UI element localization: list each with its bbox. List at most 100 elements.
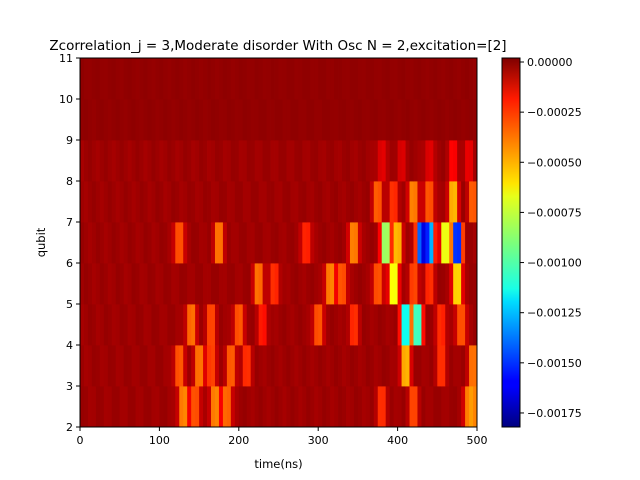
heatmap-cell	[135, 304, 140, 346]
heatmap-cell	[353, 181, 359, 223]
heatmap-cell	[119, 181, 125, 223]
heatmap-cell	[250, 345, 256, 387]
heatmap-cell	[218, 345, 224, 387]
heatmap-cell	[111, 222, 117, 264]
heatmap-cell	[119, 58, 125, 100]
heatmap-cell	[222, 58, 228, 100]
heatmap-cell	[131, 58, 136, 100]
heatmap-cell	[373, 99, 379, 141]
heatmap-cell	[318, 181, 323, 223]
heatmap-cell	[318, 222, 323, 264]
heatmap-cell	[159, 263, 164, 305]
heatmap-cell	[187, 58, 192, 100]
heatmap-cell	[163, 99, 168, 141]
heatmap-cell	[183, 58, 188, 100]
heatmap-cell	[381, 263, 387, 305]
heatmap-cell	[405, 304, 410, 346]
heatmap-cell	[393, 99, 398, 141]
heatmap-cell	[401, 263, 406, 305]
heatmap-cell	[135, 181, 140, 223]
heatmap-cell	[159, 181, 164, 223]
heatmap-cell	[306, 181, 311, 223]
heatmap-cell	[365, 58, 371, 100]
heatmap-cells	[80, 58, 478, 428]
heatmap-cell	[294, 99, 299, 141]
heatmap-cell	[318, 140, 323, 182]
heatmap-cell	[262, 181, 267, 223]
heatmap-cell	[131, 386, 136, 428]
heatmap-cell	[211, 140, 216, 182]
colorbar-tick-label: −0.00075	[527, 206, 582, 219]
heatmap-cell	[322, 386, 327, 428]
heatmap-cell	[314, 99, 319, 141]
colorbar-tick-label: −0.00025	[527, 106, 582, 119]
heatmap-cell	[103, 58, 109, 100]
heatmap-cell	[87, 386, 93, 428]
heatmap-cell	[218, 140, 224, 182]
heatmap-cell	[203, 222, 208, 264]
heatmap-cell	[282, 263, 287, 305]
heatmap-cell	[258, 181, 264, 223]
heatmap-cell	[139, 140, 144, 182]
heatmap-cell	[457, 99, 462, 141]
heatmap-cell	[111, 99, 117, 141]
heatmap-cell	[127, 304, 133, 346]
heatmap-cell	[139, 58, 144, 100]
heatmap-cell	[135, 263, 140, 305]
heatmap-cell	[91, 222, 97, 264]
heatmap-cell	[80, 304, 85, 346]
heatmap-cell	[159, 345, 164, 387]
heatmap-cell	[262, 386, 267, 428]
heatmap-cell	[286, 99, 291, 141]
heatmap-cell	[242, 140, 248, 182]
heatmap-cell	[393, 181, 398, 223]
heatmap-cell	[207, 386, 212, 428]
heatmap-cell	[123, 222, 129, 264]
heatmap-cell	[238, 386, 244, 428]
heatmap-cell	[286, 58, 291, 100]
heatmap-cell	[345, 345, 351, 387]
heatmap-cell	[469, 222, 474, 264]
heatmap-cell	[139, 304, 144, 346]
heatmap-cell	[445, 58, 450, 100]
heatmap-cell	[322, 99, 327, 141]
heatmap-cell	[211, 99, 216, 141]
heatmap-cell	[218, 304, 224, 346]
y-tick-label: 5	[66, 298, 73, 311]
heatmap-cell	[107, 58, 113, 100]
heatmap-cell	[107, 263, 113, 305]
heatmap-cell	[238, 181, 244, 223]
heatmap-cell	[345, 140, 351, 182]
heatmap-cell	[238, 263, 244, 305]
heatmap-cell	[393, 263, 398, 305]
heatmap-cell	[425, 304, 430, 346]
heatmap-cell	[151, 140, 156, 182]
y-axis-label: qubit	[34, 227, 48, 257]
heatmap-cell	[361, 222, 367, 264]
heatmap-cell	[385, 58, 391, 100]
heatmap-cell	[199, 304, 204, 346]
heatmap-cell	[373, 58, 379, 100]
heatmap-cell	[306, 140, 311, 182]
heatmap-cell	[433, 222, 438, 264]
colorbar-tick-label: −0.00100	[527, 257, 582, 270]
heatmap-cell	[413, 58, 418, 100]
heatmap-cell	[103, 140, 109, 182]
heatmap-cell	[238, 140, 244, 182]
heatmap-cell	[393, 386, 398, 428]
heatmap-cell	[473, 140, 478, 182]
heatmap-cell	[211, 181, 216, 223]
heatmap-cell	[393, 58, 398, 100]
heatmap-cell	[171, 181, 176, 223]
heatmap-cell	[290, 386, 295, 428]
heatmap-cell	[135, 99, 140, 141]
heatmap-cell	[123, 304, 129, 346]
heatmap-cell	[429, 140, 434, 182]
heatmap-cell	[214, 181, 220, 223]
heatmap-cell	[361, 263, 367, 305]
heatmap-cell	[159, 304, 164, 346]
heatmap-cell	[445, 140, 450, 182]
heatmap-cell	[83, 345, 89, 387]
heatmap-cell	[413, 345, 418, 387]
heatmap-cell	[397, 222, 402, 264]
